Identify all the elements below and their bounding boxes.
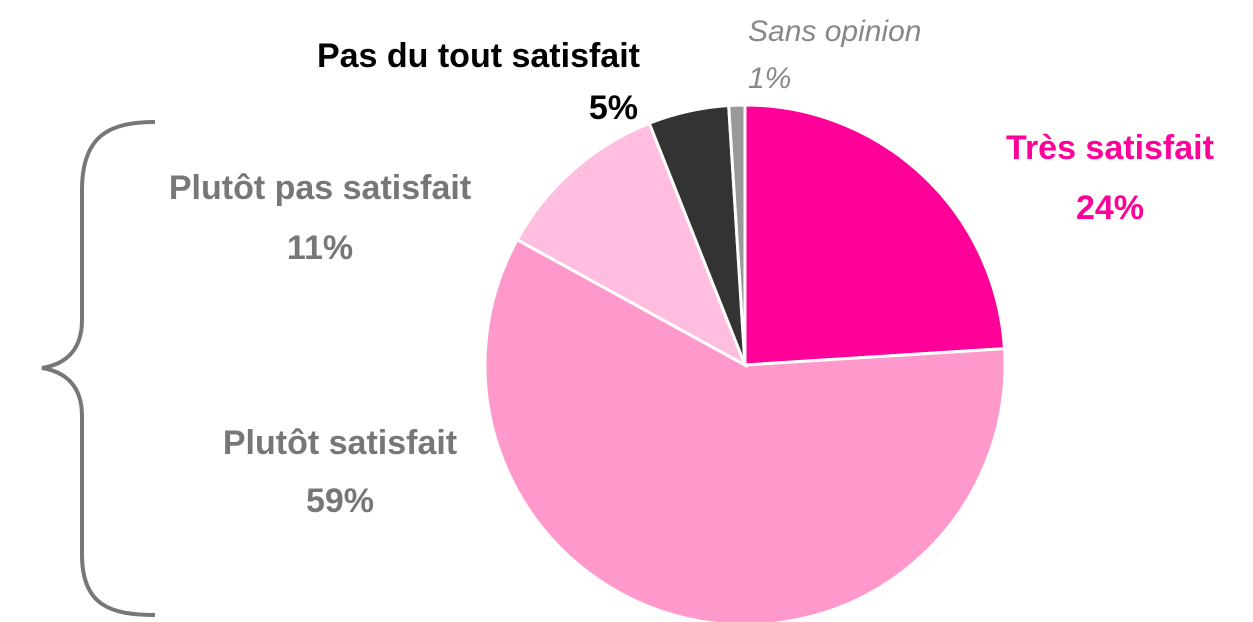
pie-slice [483,237,1007,622]
value-label: 24% [1076,189,1144,227]
category-label: Pas du tout satisfait [317,37,640,75]
category-label: Très satisfait [1006,129,1214,167]
pie-slice [743,103,1007,367]
category-label: Plutôt pas satisfait [169,169,471,207]
value-label: 5% [589,89,638,127]
category-label: Plutôt satisfait [223,424,457,462]
value-label: 11% [287,229,353,267]
value-label: 1% [748,62,791,95]
value-label: 59% [306,482,374,520]
pie-slice [515,121,748,369]
bracket [41,120,156,617]
pie-slice [727,103,747,366]
category-label: Sans opinion [748,15,921,48]
